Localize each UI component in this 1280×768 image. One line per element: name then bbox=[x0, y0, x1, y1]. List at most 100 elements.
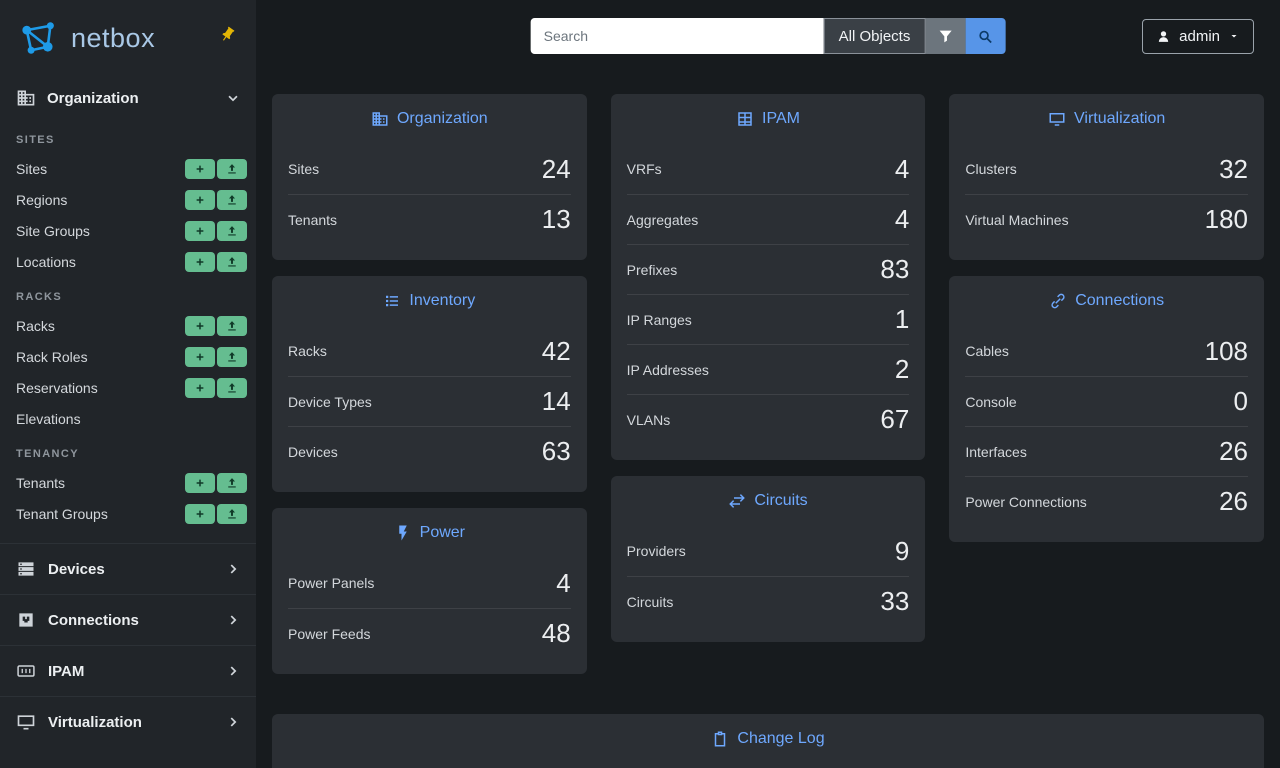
sidebar-section-virtualization[interactable]: Virtualization bbox=[0, 696, 256, 747]
section-label: Devices bbox=[48, 560, 105, 578]
card-connections: Connections Cables 108 Console 0 Interfa… bbox=[949, 276, 1265, 542]
card-title-link[interactable]: Circuits bbox=[754, 492, 808, 509]
sidebar-link-tenant-groups[interactable]: Tenant Groups bbox=[16, 505, 108, 522]
sidebar-link-sites[interactable]: Sites bbox=[16, 160, 48, 177]
group-header-racks: RACKS bbox=[16, 291, 63, 303]
stat-label[interactable]: Power Panels bbox=[288, 575, 375, 591]
bulk-import-button[interactable] bbox=[217, 189, 247, 210]
stat-label[interactable]: VLANs bbox=[626, 411, 671, 428]
sidebar-section-devices[interactable]: Devices bbox=[0, 543, 256, 594]
card-ipam: IPAM VRFs 4 Aggregates 4 Prefixes 83 bbox=[610, 94, 926, 460]
chevron-right-icon bbox=[226, 715, 240, 729]
pin-sidebar-button[interactable] bbox=[219, 26, 236, 43]
card-title-link[interactable]: Power bbox=[419, 524, 466, 541]
stat-label[interactable]: Clusters bbox=[965, 161, 1017, 177]
netbox-logo[interactable]: netbox bbox=[16, 17, 155, 59]
plus-icon bbox=[196, 353, 204, 360]
stat-label[interactable]: Tenants bbox=[288, 211, 338, 228]
sidebar-link-racks[interactable]: Racks bbox=[16, 317, 55, 334]
netbox-logo-icon bbox=[16, 17, 62, 59]
stat-label[interactable]: Devices bbox=[288, 443, 338, 460]
stat-value: 26 bbox=[1219, 486, 1249, 516]
card-title-link[interactable]: Inventory bbox=[409, 292, 476, 309]
search-scope-button[interactable]: All Objects bbox=[823, 18, 926, 54]
stat-label[interactable]: Providers bbox=[626, 543, 686, 559]
quick-add-button[interactable] bbox=[185, 472, 215, 493]
card-inventory: Inventory Racks 42 Device Types 14 Devic… bbox=[272, 276, 587, 492]
sidebar-link-elevations[interactable]: Elevations bbox=[16, 410, 81, 427]
sidebar-link-regions[interactable]: Regions bbox=[16, 191, 68, 208]
search-submit-button[interactable] bbox=[965, 18, 1006, 54]
stat-label[interactable]: Circuits bbox=[626, 593, 674, 610]
stat-label[interactable]: IP Addresses bbox=[626, 361, 709, 378]
sidebar-link-reservations[interactable]: Reservations bbox=[16, 379, 98, 396]
stat-row: Device Types 14 bbox=[288, 376, 571, 426]
chevron-right-icon bbox=[226, 613, 240, 627]
quick-add-button[interactable] bbox=[185, 315, 215, 336]
stat-value: 0 bbox=[1233, 386, 1249, 416]
card-title: Power bbox=[288, 508, 571, 558]
sidebar-section-ipam[interactable]: IPAM bbox=[0, 645, 256, 696]
sidebar-link-locations[interactable]: Locations bbox=[16, 253, 76, 270]
stat-label[interactable]: IP Ranges bbox=[626, 311, 692, 328]
bulk-import-button[interactable] bbox=[217, 472, 247, 493]
sidebar-section-organization[interactable]: Organization bbox=[0, 76, 256, 120]
stat-row: Devices 63 bbox=[288, 426, 571, 476]
stat-label[interactable]: Device Types bbox=[288, 393, 372, 410]
sidebar-header: netbox bbox=[0, 0, 256, 76]
bulk-import-button[interactable] bbox=[217, 346, 247, 367]
stat-value: 33 bbox=[880, 586, 910, 616]
sidebar-link-site-groups[interactable]: Site Groups bbox=[16, 222, 90, 239]
bulk-import-button[interactable] bbox=[217, 377, 247, 398]
plus-icon bbox=[196, 384, 204, 391]
stat-label[interactable]: Power Feeds bbox=[288, 625, 371, 642]
card-title-link[interactable]: Virtualization bbox=[1074, 110, 1166, 127]
card-change-log: Change Log bbox=[272, 714, 1264, 768]
user-icon bbox=[1158, 30, 1169, 42]
stat-label[interactable]: Interfaces bbox=[965, 443, 1027, 460]
card-title-link[interactable]: Organization bbox=[396, 110, 488, 127]
cable-link-icon bbox=[1049, 292, 1067, 310]
bulk-import-button[interactable] bbox=[217, 503, 247, 524]
bulk-import-button[interactable] bbox=[217, 315, 247, 336]
stat-label[interactable]: Cables bbox=[965, 343, 1009, 359]
stat-label[interactable]: Aggregates bbox=[626, 211, 699, 228]
user-menu-button[interactable]: admin bbox=[1142, 18, 1254, 54]
stat-value: 67 bbox=[880, 404, 910, 434]
upload-icon bbox=[228, 382, 236, 392]
quick-add-button[interactable] bbox=[185, 220, 215, 241]
quick-add-button[interactable] bbox=[185, 158, 215, 179]
pin-icon bbox=[222, 26, 235, 41]
filter-button[interactable] bbox=[925, 18, 966, 54]
quick-add-button[interactable] bbox=[185, 503, 215, 524]
stat-label[interactable]: Racks bbox=[288, 343, 327, 359]
stat-label[interactable]: VRFs bbox=[626, 161, 662, 177]
changelog-section: Change Log bbox=[272, 714, 1264, 768]
group-header-sites: SITES bbox=[16, 134, 55, 146]
sidebar-link-rack-roles[interactable]: Rack Roles bbox=[16, 348, 88, 365]
stat-label[interactable]: Virtual Machines bbox=[965, 211, 1069, 228]
bulk-import-button[interactable] bbox=[217, 220, 247, 241]
sidebar-link-tenants[interactable]: Tenants bbox=[16, 474, 66, 491]
card-title-link[interactable]: IPAM bbox=[762, 110, 800, 127]
bulk-import-button[interactable] bbox=[217, 158, 247, 179]
item-actions bbox=[185, 189, 247, 210]
stat-label[interactable]: Power Connections bbox=[965, 493, 1087, 510]
caret-down-icon bbox=[1231, 35, 1237, 38]
dashboard-column: Virtualization Clusters 32 Virtual Machi… bbox=[949, 94, 1265, 674]
bulk-import-button[interactable] bbox=[217, 251, 247, 272]
stat-label[interactable]: Sites bbox=[288, 161, 320, 177]
sidebar-section-connections[interactable]: Connections bbox=[0, 594, 256, 645]
stat-label[interactable]: Console bbox=[965, 393, 1017, 410]
quick-add-button[interactable] bbox=[185, 189, 215, 210]
upload-icon bbox=[228, 194, 236, 204]
quick-add-button[interactable] bbox=[185, 346, 215, 367]
stat-row: VRFs 4 bbox=[627, 144, 910, 194]
stat-label[interactable]: Prefixes bbox=[626, 261, 678, 278]
card-title-link[interactable]: Change Log bbox=[737, 730, 825, 747]
quick-add-button[interactable] bbox=[185, 251, 215, 272]
card-title: Virtualization bbox=[965, 94, 1248, 144]
search-input[interactable] bbox=[530, 18, 824, 54]
quick-add-button[interactable] bbox=[185, 377, 215, 398]
card-title-link[interactable]: Connections bbox=[1075, 292, 1165, 309]
